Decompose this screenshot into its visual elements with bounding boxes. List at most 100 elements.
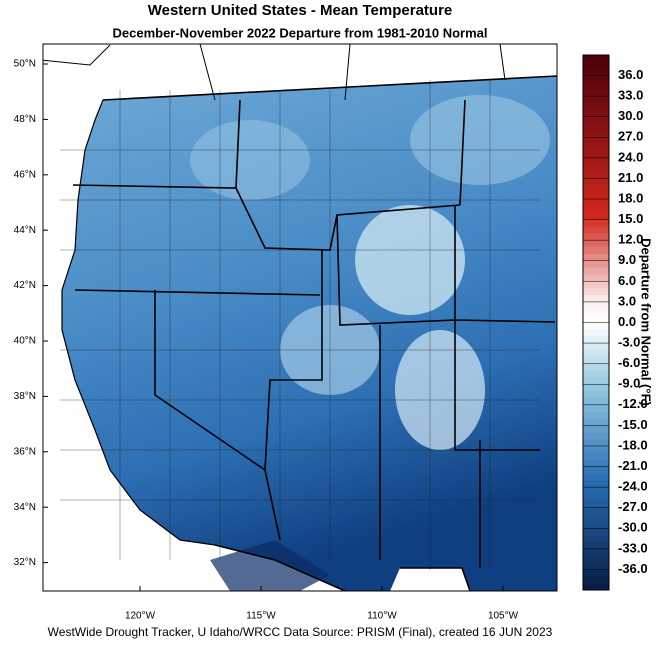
colorbar-label: -36.0 <box>618 561 648 576</box>
colorbar-label: 0.0 <box>618 314 636 329</box>
colorbar-swatch <box>583 212 609 220</box>
latitude-label: 48°N <box>14 114 36 125</box>
colorbar-label: 33.0 <box>618 88 643 103</box>
colorbar-swatch <box>583 55 609 63</box>
colorbar-label: -27.0 <box>618 499 648 514</box>
colorbar-swatch <box>583 103 609 111</box>
colorbar-swatch <box>583 562 609 570</box>
title: Western United States - Mean Temperature <box>148 2 453 19</box>
latitude-label: 44°N <box>14 225 36 236</box>
colorbar-swatch <box>583 363 609 371</box>
colorbar-label: -21.0 <box>618 458 648 473</box>
colorbar-swatch <box>583 514 609 522</box>
colorbar-label: 27.0 <box>618 129 643 144</box>
colorbar-swatch <box>583 61 609 70</box>
colorbar-swatch <box>583 274 609 282</box>
colorbar-swatch <box>583 89 609 97</box>
colorbar-swatch <box>583 555 609 563</box>
colorbar-swatch <box>583 493 609 502</box>
colorbar-label: 12.0 <box>618 232 643 247</box>
colorbar-swatch <box>583 370 609 378</box>
colorbar-label: 30.0 <box>618 108 643 123</box>
longitude-label: 115°W <box>246 611 276 622</box>
colorbar-swatch <box>583 432 609 440</box>
colorbar-swatch <box>583 343 609 351</box>
colorbar-swatch <box>583 205 609 214</box>
colorbar-swatch <box>583 178 609 186</box>
colorbar-label: 15.0 <box>618 211 643 226</box>
colorbar-swatch <box>583 68 609 76</box>
colorbar-label: 21.0 <box>618 170 643 185</box>
colorbar-swatch <box>583 226 609 234</box>
colorbar-swatch <box>583 199 609 207</box>
latitude-label: 38°N <box>14 391 36 402</box>
colorbar-swatch <box>583 219 609 227</box>
colorbar-swatch <box>583 356 609 364</box>
longitude-label: 105°W <box>488 611 519 622</box>
colorbar-swatch <box>583 500 609 508</box>
longitude-label: 110°W <box>367 611 397 622</box>
colorbar-swatch <box>583 569 609 577</box>
colorbar-label: 36.0 <box>618 67 643 82</box>
colorbar-swatch <box>583 541 609 550</box>
map-area <box>43 44 557 591</box>
colorbar-label: -9.0 <box>618 376 640 391</box>
colorbar-swatch <box>583 445 609 454</box>
colorbar-swatch <box>583 459 609 467</box>
colorbar-swatch <box>583 487 609 495</box>
subtitle: December-November 2022 Departure from 19… <box>112 25 487 40</box>
colorbar-swatch <box>583 336 609 344</box>
colorbar-swatch <box>583 404 609 412</box>
colorbar-swatch <box>583 281 609 289</box>
colorbar-swatch <box>583 439 609 447</box>
colorbar-swatch <box>583 583 609 591</box>
colorbar-swatch <box>583 137 609 145</box>
colorbar-swatch <box>583 301 609 310</box>
colorbar-swatch <box>583 144 609 152</box>
map-frame <box>42 43 558 592</box>
colorbar-swatch <box>583 397 609 406</box>
latitude-label: 50°N <box>14 59 36 70</box>
colorbar-swatch <box>583 576 609 584</box>
colorbar-swatch <box>583 151 609 159</box>
colorbar-swatch <box>583 391 609 399</box>
colorbar-swatch <box>583 233 609 241</box>
colorbar-swatch <box>583 349 609 358</box>
colorbar-swatch <box>583 240 609 248</box>
colorbar-swatch <box>583 75 609 83</box>
colorbar-swatch <box>583 82 609 90</box>
longitude-label: 120°W <box>125 611 156 622</box>
colorbar-swatch <box>583 480 609 488</box>
colorbar-label: 9.0 <box>618 252 636 267</box>
colorbar-swatch <box>583 247 609 255</box>
colorbar-swatch <box>583 171 609 179</box>
colorbar-label: 3.0 <box>618 293 636 308</box>
colorbar-swatch <box>583 322 609 330</box>
latitude-label: 34°N <box>14 502 36 513</box>
colorbar-swatch <box>583 116 609 124</box>
colorbar-swatch <box>583 164 609 172</box>
colorbar-swatch <box>583 185 609 193</box>
colorbar-swatch <box>583 260 609 268</box>
latitude-label: 46°N <box>14 169 36 180</box>
colorbar-swatch <box>583 411 609 419</box>
colorbar-label: -33.0 <box>618 540 648 555</box>
latitude-label: 36°N <box>14 446 36 457</box>
colorbar-label: 6.0 <box>618 273 636 288</box>
colorbar-swatch <box>583 528 609 536</box>
colorbar-swatch <box>583 130 609 138</box>
colorbar-swatch <box>583 295 609 303</box>
colorbar-swatch <box>583 418 609 426</box>
colorbar-swatch <box>583 288 609 296</box>
colorbar-swatch <box>583 329 609 337</box>
colorbar-swatch <box>583 473 609 481</box>
latitude-label: 42°N <box>14 280 36 291</box>
colorbar-swatch <box>583 315 609 323</box>
colorbar-label: -15.0 <box>618 417 648 432</box>
latitude-label: 32°N <box>14 557 36 568</box>
axes: 50°N 48°N 46°N 44°N 42°N 40°N 38°N 36°N 34°N 32°N… <box>14 59 519 622</box>
colorbar-swatch <box>583 507 609 515</box>
colorbar-label: -30.0 <box>618 520 648 535</box>
colorbar-swatch <box>583 109 609 118</box>
